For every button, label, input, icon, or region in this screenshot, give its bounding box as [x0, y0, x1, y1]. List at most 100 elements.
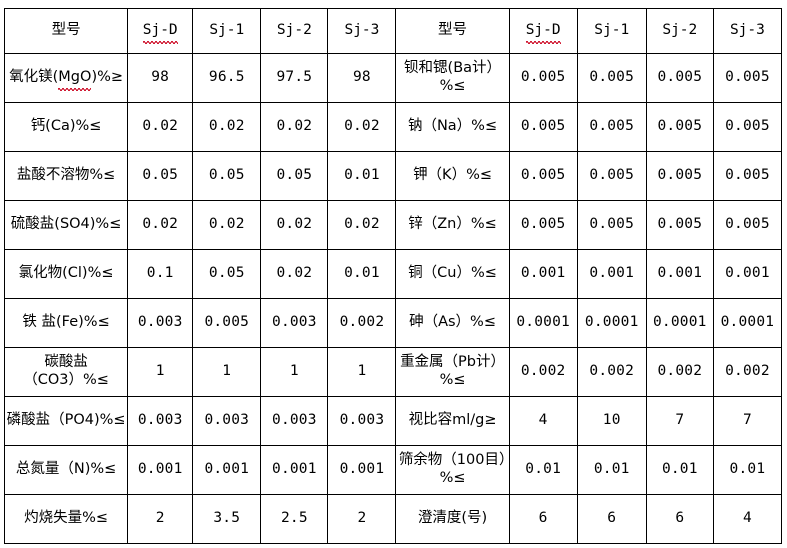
table-row: 盐酸不溶物%≤ 0.05 0.05 0.05 0.01 钾（K）%≤ 0.005 0.005 0…	[3, 151, 783, 201]
row-label-left: 灼烧失量%≤	[3, 494, 129, 544]
value-cell-left: 0.02	[260, 102, 329, 152]
value-cell-right: 0.01	[576, 445, 647, 495]
value-cell-left: 98	[327, 53, 397, 103]
specification-table: 型号 Sj-D Sj-1 Sj-2 Sj-3 型号 Sj-D Sj-1 Sj-2 Sj-3 氧化镁(…	[3, 8, 783, 544]
row-label-right: 视比容ml/g≥	[395, 396, 510, 446]
value-cell-left: 0.02	[192, 102, 262, 152]
row-label-right: 澄清度(号)	[395, 494, 510, 544]
value-cell-right: 0.005	[576, 151, 647, 201]
value-cell-left: 0.001	[260, 445, 329, 495]
value-cell-right: 0.005	[508, 53, 578, 103]
row-label-right: 砷（As）%≤	[395, 298, 510, 348]
value-cell-left: 3.5	[192, 494, 262, 544]
value-cell-right: 10	[576, 396, 647, 446]
value-cell-left: 0.05	[260, 151, 329, 201]
value-cell-right: 0.005	[508, 102, 578, 152]
value-cell-right: 0.001	[576, 249, 647, 299]
value-cell-left: 0.02	[260, 200, 329, 250]
row-label-right: 钠（Na）%≤	[395, 102, 510, 152]
row-label-left: 总氮量（N)%≤	[3, 445, 129, 495]
value-cell-left: 0.02	[327, 102, 397, 152]
row-label-left: 硫酸盐(SO4)%≤	[3, 200, 129, 250]
value-cell-right: 0.005	[712, 151, 783, 201]
value-cell-left: 0.02	[192, 200, 262, 250]
row-label-left: 盐酸不溶物%≤	[3, 151, 129, 201]
value-cell-left: 0.1	[127, 249, 194, 299]
value-cell-left: 0.003	[127, 396, 194, 446]
value-cell-right: 0.005	[576, 53, 647, 103]
table-row: 铁 盐(Fe)%≤ 0.003 0.005 0.003 0.002 砷（As）%≤ 0.00…	[3, 298, 783, 348]
value-cell-right: 0.005	[712, 53, 783, 103]
value-cell-left: 97.5	[260, 53, 329, 103]
value-cell-left: 2.5	[260, 494, 329, 544]
value-cell-left: 0.001	[127, 445, 194, 495]
value-cell-left: 0.005	[192, 298, 262, 348]
value-cell-left: 0.05	[192, 249, 262, 299]
value-cell-left: 0.003	[260, 298, 329, 348]
value-cell-right: 6	[576, 494, 647, 544]
spellcheck-underline: Sj-D	[142, 22, 178, 44]
value-cell-left: 0.001	[327, 445, 397, 495]
value-cell-right: 0.005	[645, 102, 714, 152]
table-header-row: 型号 Sj-D Sj-1 Sj-2 Sj-3 型号 Sj-D Sj-1 Sj-2 Sj-3	[3, 8, 783, 54]
value-cell-left: 0.02	[260, 249, 329, 299]
value-cell-left: 98	[127, 53, 194, 103]
table-row: 磷酸盐（PO4)%≤ 0.003 0.003 0.003 0.003 视比容ml/g≥ 4 1…	[3, 396, 783, 446]
row-label-right: 钡和锶(Ba计）%≤	[395, 53, 510, 103]
table-row: 碳酸盐（CO3）%≤ 1 1 1 1 重金属（Pb计）%≤ 0.002 0.002 0.002 0…	[3, 347, 783, 397]
row-label-left: 氯化物(Cl)%≤	[3, 249, 129, 299]
value-cell-right: 0.005	[576, 200, 647, 250]
row-label-right: 钾（K）%≤	[395, 151, 510, 201]
value-cell-left: 0.003	[327, 396, 397, 446]
value-cell-right: 0.01	[508, 445, 578, 495]
header-cell-grade-right-4: Sj-3	[712, 8, 783, 54]
value-cell-right: 0.005	[508, 151, 578, 201]
value-cell-left: 0.01	[327, 249, 397, 299]
value-cell-right: 6	[645, 494, 714, 544]
value-cell-right: 0.005	[712, 200, 783, 250]
label-text-part: )%≥	[91, 69, 124, 86]
value-cell-right: 6	[508, 494, 578, 544]
spellcheck-underline: MgO	[58, 69, 92, 91]
row-label-left: 铁 盐(Fe)%≤	[3, 298, 129, 348]
value-cell-right: 0.005	[645, 53, 714, 103]
header-cell-grade-left-2: Sj-1	[192, 8, 262, 54]
value-cell-left: 0.003	[260, 396, 329, 446]
value-cell-left: 0.003	[127, 298, 194, 348]
value-cell-right: 0.005	[576, 102, 647, 152]
row-label-left: 钙(Ca)%≤	[3, 102, 129, 152]
header-cell-model-right: 型号	[395, 8, 510, 54]
table-row: 氧化镁(MgO)%≥ 98 96.5 97.5 98 钡和锶(Ba计）%≤ 0.005 0.0…	[3, 53, 783, 103]
value-cell-left: 96.5	[192, 53, 262, 103]
header-cell-grade-left-4: Sj-3	[327, 8, 397, 54]
table-row: 硫酸盐(SO4)%≤ 0.02 0.02 0.02 0.02 锌（Zn）%≤ 0.005 0.…	[3, 200, 783, 250]
value-cell-right: 0.001	[645, 249, 714, 299]
value-cell-right: 0.005	[645, 151, 714, 201]
header-cell-grade-left-3: Sj-2	[260, 8, 329, 54]
value-cell-right: 0.0001	[645, 298, 714, 348]
value-cell-right: 0.0001	[712, 298, 783, 348]
value-cell-left: 0.05	[127, 151, 194, 201]
row-label-left: 氧化镁(MgO)%≥	[3, 53, 129, 103]
value-cell-right: 0.005	[645, 200, 714, 250]
label-text-part: 氧化镁(	[9, 69, 59, 86]
row-label-right: 筛余物（100目）%≤	[395, 445, 510, 495]
table-row: 灼烧失量%≤ 2 3.5 2.5 2 澄清度(号) 6 6 6 4	[3, 494, 783, 544]
value-cell-left: 1	[127, 347, 194, 397]
value-cell-left: 0.001	[192, 445, 262, 495]
value-cell-right: 0.002	[712, 347, 783, 397]
value-cell-left: 0.01	[327, 151, 397, 201]
header-cell-grade-right-2: Sj-1	[576, 8, 647, 54]
table-row: 总氮量（N)%≤ 0.001 0.001 0.001 0.001 筛余物（100目）%≤ 0…	[3, 445, 783, 495]
header-cell-grade-right-1: Sj-D	[508, 8, 578, 54]
value-cell-left: 0.02	[127, 102, 194, 152]
value-cell-right: 0.001	[508, 249, 578, 299]
value-cell-right: 7	[712, 396, 783, 446]
specification-table-container: 型号 Sj-D Sj-1 Sj-2 Sj-3 型号 Sj-D Sj-1 Sj-2 Sj-3 氧化镁(…	[3, 8, 783, 544]
value-cell-left: 1	[327, 347, 397, 397]
value-cell-right: 0.002	[508, 347, 578, 397]
value-cell-right: 4	[508, 396, 578, 446]
value-cell-right: 0.0001	[576, 298, 647, 348]
header-cell-model-left: 型号	[3, 8, 129, 54]
value-cell-left: 1	[192, 347, 262, 397]
